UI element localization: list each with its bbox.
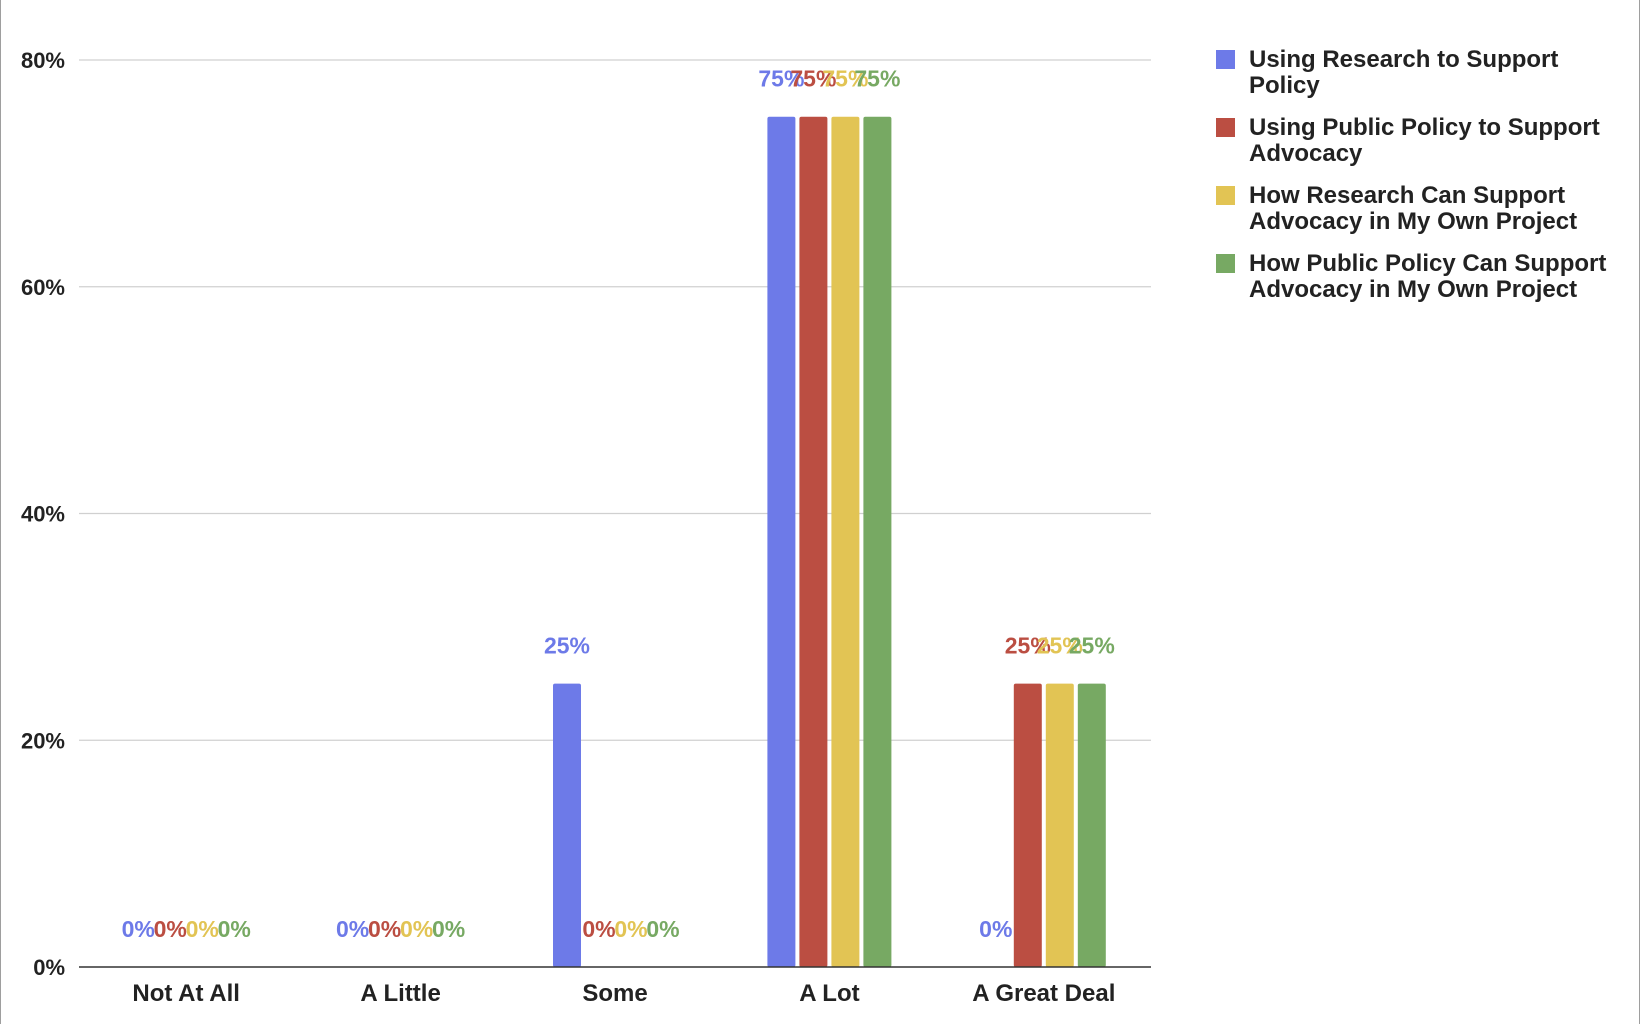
data-label-a-lot-how-research-can-support-advocacy-in-my-own-project: 75% bbox=[822, 66, 868, 92]
data-label-a-little-how-research-can-support-advocacy-in-my-own-project: 0% bbox=[400, 916, 433, 942]
data-label-some-using-public-policy-to-support-advocacy: 0% bbox=[582, 916, 615, 942]
data-label-a-little-how-public-policy-can-support-advocacy-in-my-own-project: 0% bbox=[432, 916, 465, 942]
legend-swatch bbox=[1216, 254, 1235, 273]
data-label-not-at-all-how-research-can-support-advocacy-in-my-own-project: 0% bbox=[186, 916, 219, 942]
data-label-some-how-research-can-support-advocacy-in-my-own-project: 0% bbox=[614, 916, 647, 942]
legend-label: Advocacy bbox=[1249, 140, 1363, 167]
data-label-a-lot-using-public-policy-to-support-advocacy: 75% bbox=[790, 66, 836, 92]
legend-label: Advocacy in My Own Project bbox=[1249, 276, 1577, 303]
bar-a-great-deal-how-public-policy-can-support-advocacy-in-my-own-project bbox=[1077, 683, 1106, 967]
bar-a-lot-how-research-can-support-advocacy-in-my-own-project bbox=[831, 116, 860, 967]
bar-a-lot-using-research-to-support-policy bbox=[767, 116, 796, 967]
legend-label: How Public Policy Can Support bbox=[1249, 250, 1606, 277]
bar-a-great-deal-how-research-can-support-advocacy-in-my-own-project bbox=[1045, 683, 1074, 967]
y-tick-label: 60% bbox=[21, 275, 65, 300]
data-label-a-great-deal-how-research-can-support-advocacy-in-my-own-project: 25% bbox=[1037, 633, 1083, 659]
y-tick-label: 0% bbox=[33, 955, 65, 980]
data-label-a-great-deal-how-public-policy-can-support-advocacy-in-my-own-project: 25% bbox=[1069, 633, 1115, 659]
legend-swatch bbox=[1216, 50, 1235, 69]
data-label-not-at-all-using-public-policy-to-support-advocacy: 0% bbox=[154, 916, 187, 942]
bar-a-lot-how-public-policy-can-support-advocacy-in-my-own-project bbox=[863, 116, 892, 967]
bar-some-using-research-to-support-policy bbox=[553, 683, 581, 967]
x-tick-label-not-at-all: Not At All bbox=[132, 980, 240, 1007]
x-tick-label-a-lot: A Lot bbox=[799, 980, 859, 1007]
bar-a-great-deal-using-public-policy-to-support-advocacy bbox=[1013, 683, 1042, 967]
data-label-not-at-all-how-public-policy-can-support-advocacy-in-my-own-project: 0% bbox=[218, 916, 251, 942]
x-axis-categories: Not At All A Little Some A Lot A Great Deal bbox=[132, 980, 1115, 1007]
legend-label: Using Public Policy to Support bbox=[1249, 114, 1600, 141]
data-label-a-lot-using-research-to-support-policy: 75% bbox=[758, 66, 804, 92]
data-label-not-at-all-using-research-to-support-policy: 0% bbox=[122, 916, 155, 942]
y-tick-label: 80% bbox=[21, 48, 65, 73]
legend-swatch bbox=[1216, 118, 1235, 137]
legend-label: Using Research to Support bbox=[1249, 46, 1558, 73]
data-labels: 0%0%0%0% 0%0%0%0%25%0%0%0%75%75%75%75%0%2… bbox=[122, 66, 1115, 942]
data-label-a-lot-how-public-policy-can-support-advocacy-in-my-own-project: 75% bbox=[854, 66, 900, 92]
data-label-a-great-deal-using-public-policy-to-support-advocacy: 25% bbox=[1005, 633, 1051, 659]
y-tick-label: 20% bbox=[21, 728, 65, 753]
legend-label: Policy bbox=[1249, 72, 1320, 99]
gridlines bbox=[79, 59, 1151, 741]
x-tick-label-some: Some bbox=[582, 980, 647, 1007]
legend-label: Advocacy in My Own Project bbox=[1249, 208, 1577, 235]
y-axis-ticks: 0% 20% 40% 60% 80% bbox=[21, 48, 65, 980]
bars bbox=[553, 116, 1106, 967]
data-label-some-how-public-policy-can-support-advocacy-in-my-own-project: 0% bbox=[646, 916, 679, 942]
data-label-some-using-research-to-support-policy: 25% bbox=[544, 633, 590, 659]
legend-swatch bbox=[1216, 186, 1235, 205]
bar-a-lot-using-public-policy-to-support-advocacy bbox=[799, 116, 828, 967]
x-tick-label-a-great-deal: A Great Deal bbox=[972, 980, 1115, 1007]
data-label-a-little-using-research-to-support-policy: 0% bbox=[336, 916, 369, 942]
legend-label: How Research Can Support bbox=[1249, 182, 1565, 209]
data-label-a-great-deal-using-research-to-support-policy: 0% bbox=[979, 916, 1012, 942]
x-tick-label-a-little: A Little bbox=[360, 980, 440, 1007]
y-tick-label: 40% bbox=[21, 502, 65, 527]
data-label-a-little-using-public-policy-to-support-advocacy: 0% bbox=[368, 916, 401, 942]
